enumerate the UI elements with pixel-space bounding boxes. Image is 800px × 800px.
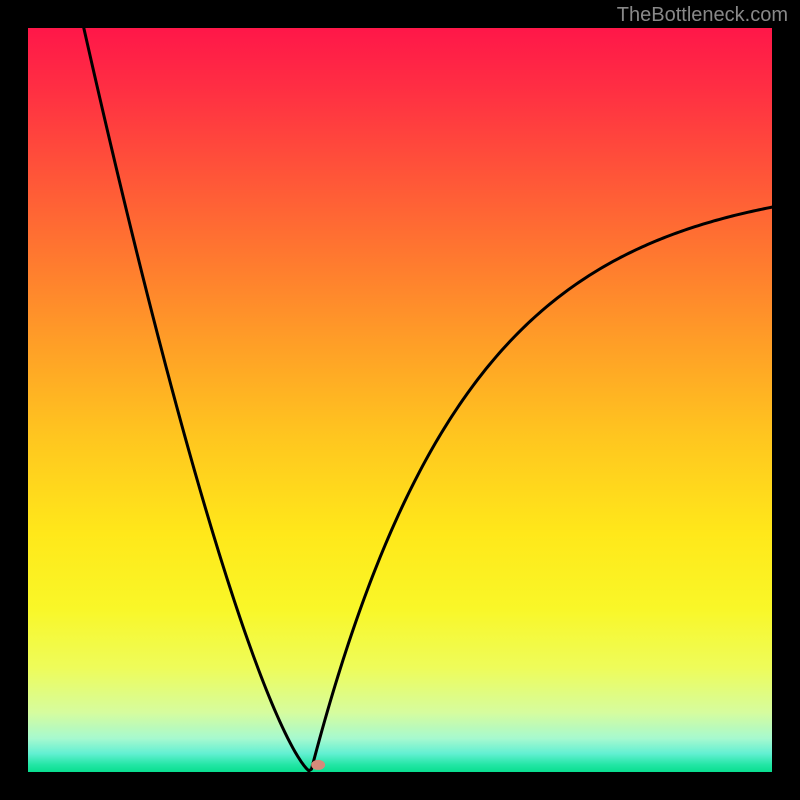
plot-area <box>28 28 772 772</box>
chart-svg <box>0 0 800 800</box>
watermark-text: TheBottleneck.com <box>617 4 788 27</box>
optimum-marker <box>311 760 325 770</box>
chart-container: TheBottleneck.com <box>0 0 800 800</box>
